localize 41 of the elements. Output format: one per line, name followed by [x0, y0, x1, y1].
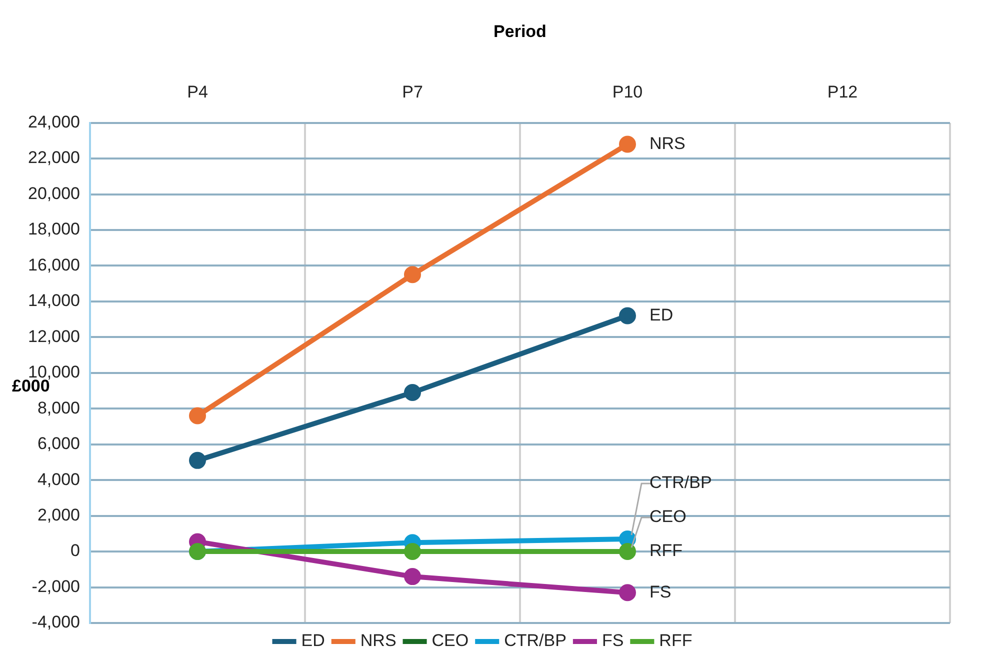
- text: CTR/BP: [650, 473, 712, 492]
- x-tick-label: P10: [612, 82, 643, 102]
- y-tick-label: 24,000: [28, 112, 80, 132]
- y-tick-label: 12,000: [28, 326, 80, 346]
- x-tick-label: P12: [827, 82, 858, 102]
- point: [619, 584, 636, 602]
- y-tick-label: 18,000: [28, 220, 80, 239]
- text: RFF: [650, 541, 683, 560]
- point: [188, 452, 206, 469]
- point: [619, 307, 636, 324]
- y-tick-label: 6,000: [37, 434, 80, 454]
- legend-label: CEO: [432, 631, 469, 650]
- x-tick-label: P7: [402, 82, 423, 102]
- y-tick-label: 22,000: [28, 148, 80, 168]
- y-tick-label: 2,000: [37, 506, 80, 524]
- point: [188, 407, 206, 424]
- point: [619, 136, 636, 153]
- point: [619, 543, 636, 560]
- legend-label: FS: [602, 631, 624, 650]
- y-tick-label: 0: [70, 541, 80, 560]
- legend-label: CTR/BP: [504, 631, 566, 650]
- legend-label: NRS: [360, 631, 396, 650]
- y-tick-label: 8,000: [37, 398, 80, 418]
- text: FS: [650, 582, 672, 602]
- y-tick-label: -2,000: [32, 576, 80, 596]
- y-tick-label: 20,000: [28, 184, 80, 203]
- y-tick-label: 4,000: [37, 470, 80, 489]
- text: ED: [650, 305, 674, 324]
- y-tick-label: 14,000: [28, 291, 80, 310]
- point: [404, 568, 421, 586]
- text: NRS: [650, 134, 686, 153]
- y-tick-label: -4,000: [32, 612, 80, 632]
- x-axis-title: Period: [494, 22, 546, 41]
- point: [404, 543, 421, 560]
- annotation: CEO: [650, 507, 686, 526]
- legend-label: RFF: [659, 631, 692, 650]
- y-tick-label: 16,000: [28, 255, 80, 274]
- legend-label: ED: [301, 631, 325, 650]
- point: [404, 266, 421, 284]
- x-tick-label: P4: [187, 82, 208, 102]
- point: [404, 384, 421, 402]
